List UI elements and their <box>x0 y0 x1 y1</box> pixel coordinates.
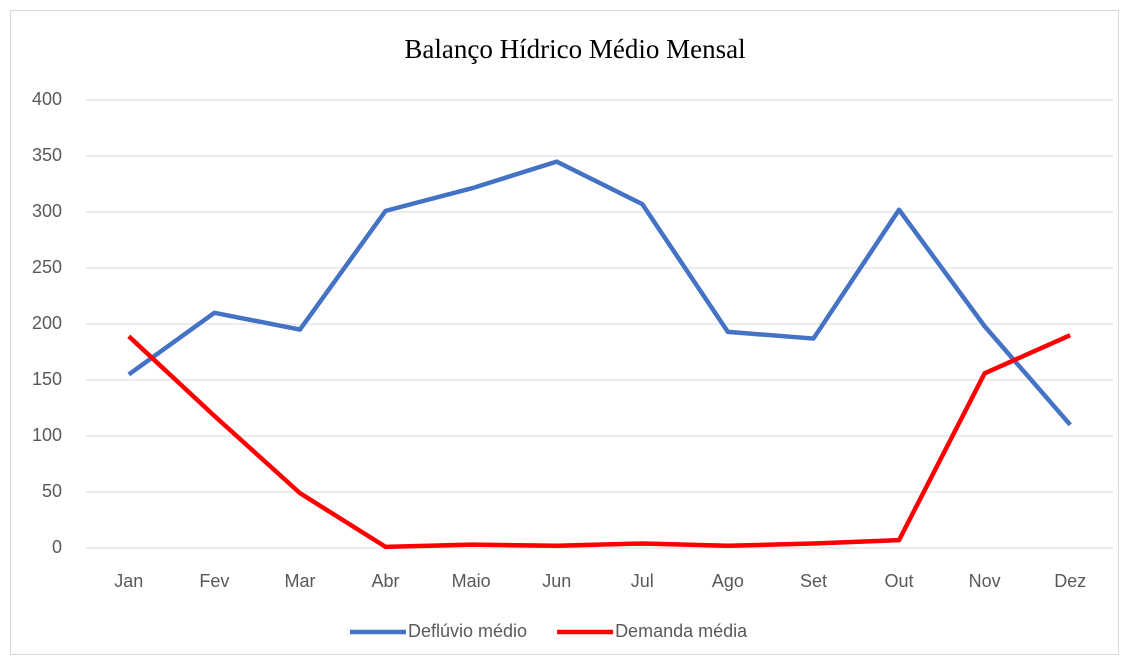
x-tick-label: Jul <box>631 571 654 591</box>
chart-border <box>10 10 1119 655</box>
x-tick-label: Set <box>800 571 827 591</box>
y-tick-label: 0 <box>52 537 62 557</box>
y-tick-label: 200 <box>32 313 62 333</box>
x-tick-label: Jun <box>542 571 571 591</box>
y-tick-label: 50 <box>42 481 62 501</box>
x-tick-label: Fev <box>199 571 229 591</box>
x-tick-label: Ago <box>712 571 744 591</box>
data-line <box>127 159 1072 427</box>
x-tick-label: Nov <box>969 571 1001 591</box>
x-tick-label: Dez <box>1054 571 1086 591</box>
y-tick-label: 100 <box>32 425 62 445</box>
y-tick-label: 400 <box>32 89 62 109</box>
y-tick-label: 150 <box>32 369 62 389</box>
x-tick-label: Maio <box>452 571 491 591</box>
x-tick-label: Out <box>885 571 914 591</box>
y-tick-label: 300 <box>32 201 62 221</box>
x-tick-label: Mar <box>284 571 315 591</box>
chart-title: Balanço Hídrico Médio Mensal <box>404 34 745 64</box>
data-line <box>127 333 1072 550</box>
y-tick-label: 350 <box>32 145 62 165</box>
legend-label: Deflúvio médio <box>408 621 527 641</box>
x-tick-label: Jan <box>114 571 143 591</box>
y-tick-label: 250 <box>32 257 62 277</box>
legend-label: Demanda média <box>615 621 748 641</box>
x-tick-label: Abr <box>372 571 400 591</box>
